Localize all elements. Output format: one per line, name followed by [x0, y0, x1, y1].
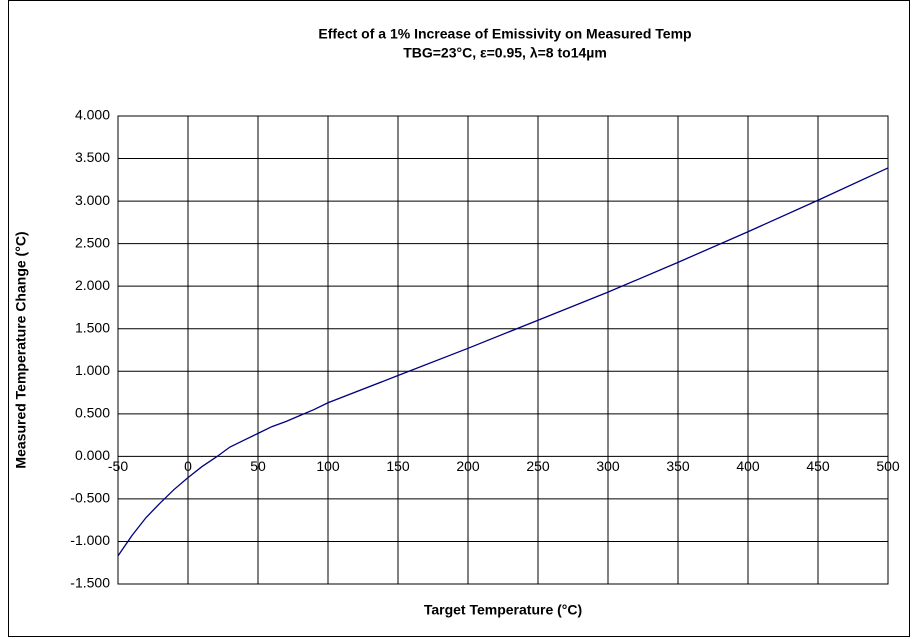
y-tick-label: 3.000: [75, 192, 110, 208]
x-tick-label: 350: [666, 458, 690, 474]
x-tick-label: 0: [184, 458, 192, 474]
x-tick-label: 200: [456, 458, 480, 474]
y-tick-label: -0.500: [70, 490, 110, 506]
y-tick-label: 0.000: [75, 447, 110, 463]
y-tick-label: -1.500: [70, 575, 110, 591]
chart-subtitle: TBG=23°C, ε=0.95, λ=8 to14µm: [403, 45, 607, 61]
x-tick-label: 400: [736, 458, 760, 474]
y-tick-label: 3.500: [75, 149, 110, 165]
x-tick-label: 50: [250, 458, 266, 474]
y-tick-label: 4.000: [75, 107, 110, 123]
x-tick-label: 100: [316, 458, 340, 474]
data-line: [117, 167, 889, 557]
y-tick-label: 2.000: [75, 277, 110, 293]
y-tick-label: 1.500: [75, 319, 110, 335]
y-tick-label: 2.500: [75, 234, 110, 250]
y-axis-label: Measured Temperature Change (°C): [13, 231, 29, 468]
y-tick-label: -1.000: [70, 532, 110, 548]
x-axis-label: Target Temperature (°C): [424, 602, 582, 618]
plot-area: [117, 115, 889, 585]
x-tick-label: 250: [526, 458, 550, 474]
x-tick-label: 300: [596, 458, 620, 474]
x-tick-label: 500: [876, 458, 900, 474]
y-tick-label: 0.500: [75, 405, 110, 421]
x-tick-label: -50: [108, 458, 128, 474]
x-tick-label: 150: [386, 458, 410, 474]
y-tick-label: 1.000: [75, 362, 110, 378]
x-tick-label: 450: [806, 458, 830, 474]
chart-title: Effect of a 1% Increase of Emissivity on…: [318, 26, 691, 42]
